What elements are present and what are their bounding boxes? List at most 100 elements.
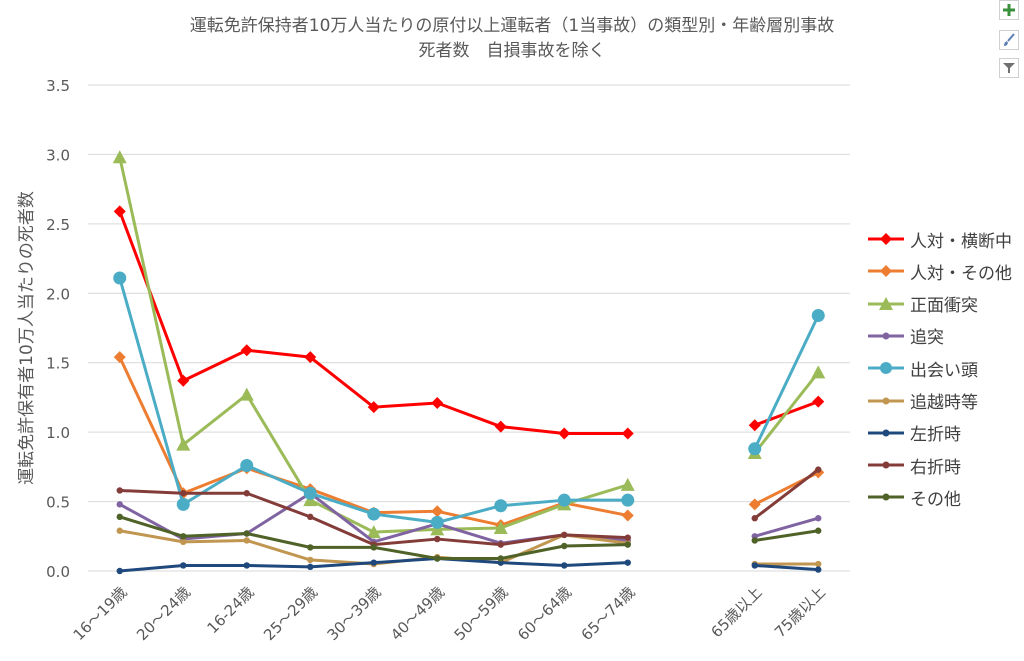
series-2-point [493,520,508,534]
series-0-point [621,427,634,440]
y-tick-label: 0.5 [46,494,70,512]
legend-swatch [868,296,904,310]
series-2-line [118,156,629,534]
series-7-point [116,487,123,494]
series-0-line [118,210,628,436]
series-6-point [180,562,187,569]
series-7-point [434,535,441,543]
series-4-point [430,515,444,529]
series-8-point [624,541,631,548]
x-tick-label: 16～19歳 [70,583,131,644]
series-0-point [177,374,190,387]
chart-title: 運転免許保持者10万人当たりの原付以上運転者（1当事故）の類型別・年齢層別事故 [189,16,835,36]
series-4-point [367,507,381,521]
series-5-point [307,556,314,564]
x-tick-label: 75歳以上 [771,583,829,641]
y-tick-label: 1.0 [46,424,70,442]
series-7-line [753,468,820,520]
legend-label: 追突 [910,328,944,349]
series-4-point [494,499,508,513]
x-tick-label: 30～39歳 [324,583,385,644]
series-1-point [621,509,634,522]
x-tick-label: 25～29歳 [260,583,321,644]
legend-label: 人対・横断中 [910,231,1012,252]
series-0-point [431,396,444,409]
legend-swatch [868,461,904,469]
series-3-point [116,501,123,508]
series-0-point [494,420,507,433]
legend-item: 人対・横断中 [868,225,1012,253]
x-tick-label: 65歳以上 [708,583,766,641]
series-6-point [370,559,377,566]
series-2-line [753,371,820,454]
legend-item: 追突 [868,322,944,350]
chart-elements-button[interactable] [999,0,1019,20]
legend-swatch [868,265,904,278]
series-2-point [176,437,191,451]
series-1-point [113,351,126,364]
plus-icon [1003,4,1015,16]
legend-label: 左折時 [910,425,961,446]
series-2-point [112,150,127,164]
y-tick-label: 0.0 [46,563,70,581]
series-7-point [243,490,250,497]
legend-item: 正面衝突 [868,290,978,318]
series-3-point [815,515,822,522]
legend-item: その他 [868,483,961,511]
y-tick-label: 3.0 [46,146,70,164]
series-4-line [118,277,628,524]
legend-label: 正面衝突 [910,296,978,317]
series-4-point [557,493,571,507]
series-7-point [497,541,504,548]
series-5-point [815,560,822,568]
series-4-point [113,271,127,285]
series-8-line [754,529,819,542]
series-7-point [180,490,187,497]
x-tick-label: 50～59歳 [451,583,512,644]
legend-item: 人対・その他 [868,257,1012,285]
series-8-point [751,537,758,544]
series-4-point [240,458,254,472]
series-0-point [367,401,380,414]
series-4-point [811,309,825,323]
series-8-point [370,544,377,551]
legend-item: 右折時 [868,451,961,479]
series-6-point [751,562,758,569]
series-4-point [303,486,317,500]
legend-swatch [868,332,904,340]
series-7-point [751,515,758,522]
chart-subtitle: 死者数 自損事故を除く [418,41,606,61]
series-8-point [815,527,822,534]
series-6-point [624,559,631,566]
series-8-point [116,513,123,521]
series-7-point [815,466,822,473]
legend-label: 右折時 [910,457,961,478]
series-0-point [113,205,126,218]
x-tick-label: 16-24歳 [203,583,257,637]
series-5-point [243,537,250,544]
series-7-point [561,531,568,539]
legend-swatch [868,493,904,501]
series-7-point [624,534,631,541]
series-2-point [239,387,254,401]
series-1-point [431,505,444,518]
chart-styles-button[interactable] [999,30,1019,50]
series-4-point [748,442,762,456]
series-5-point [180,538,187,546]
brush-icon [1004,33,1015,46]
x-tick-label: 60～64歳 [514,583,575,644]
legend-label: 人対・その他 [910,263,1012,284]
series-8-point [307,544,314,551]
series-1-point [748,498,761,511]
legend-label: 追越時等 [910,393,978,413]
series-8-point [243,530,250,537]
chart-filters-button[interactable] [999,58,1019,78]
y-tick-label: 2.0 [46,285,70,303]
y-axis-label: 運転免許保有者10万人当たりの死者数 [17,191,37,485]
series-6-point [116,567,123,575]
series-5-point [116,527,123,534]
x-tick-label: 65～74歳 [578,583,639,644]
series-4-point [176,497,190,511]
series-2-point [811,365,826,379]
